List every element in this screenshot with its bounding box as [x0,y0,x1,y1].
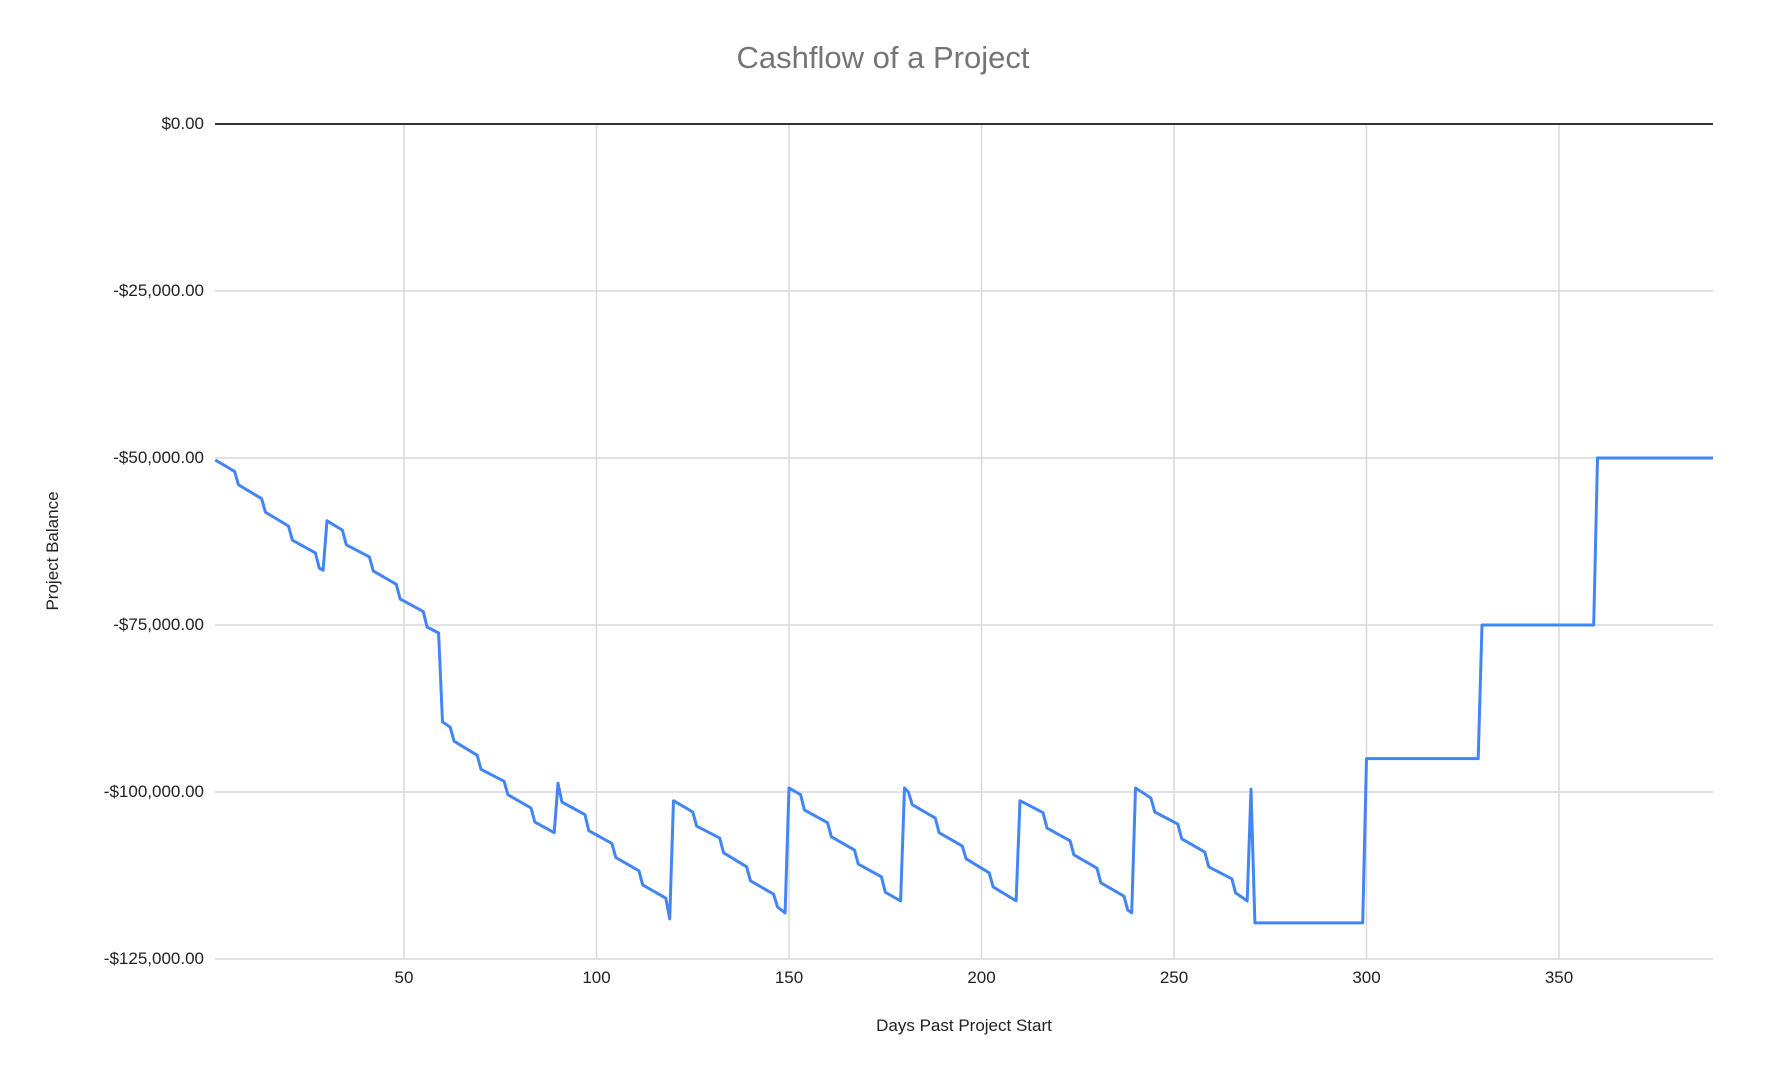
y-tick-label: -$125,000.00 [103,949,204,968]
y-tick-label: $0.00 [161,114,204,133]
x-tick-label: 50 [394,968,414,987]
vertical-gridlines [403,124,1560,959]
x-tick-label: 100 [582,968,611,987]
x-tick-label: 200 [967,968,996,987]
x-axis-label: Days Past Project Start [876,1016,1052,1035]
x-tick-label: 300 [1352,968,1381,987]
y-tick-label: -$50,000.00 [113,448,204,467]
y-tick-label: -$75,000.00 [113,615,204,634]
horizontal-gridlines [215,123,1713,960]
project-balance-line [214,456,1713,925]
y-tick-label: -$100,000.00 [103,782,204,801]
x-tick-label: 250 [1159,968,1189,987]
chart-title: Cashflow of a Project [736,40,1030,75]
y-axis-label: Project Balance [43,491,62,611]
y-tick-label: -$25,000.00 [113,281,204,300]
x-tick-label: 150 [774,968,804,987]
x-tick-label: 350 [1544,968,1574,987]
